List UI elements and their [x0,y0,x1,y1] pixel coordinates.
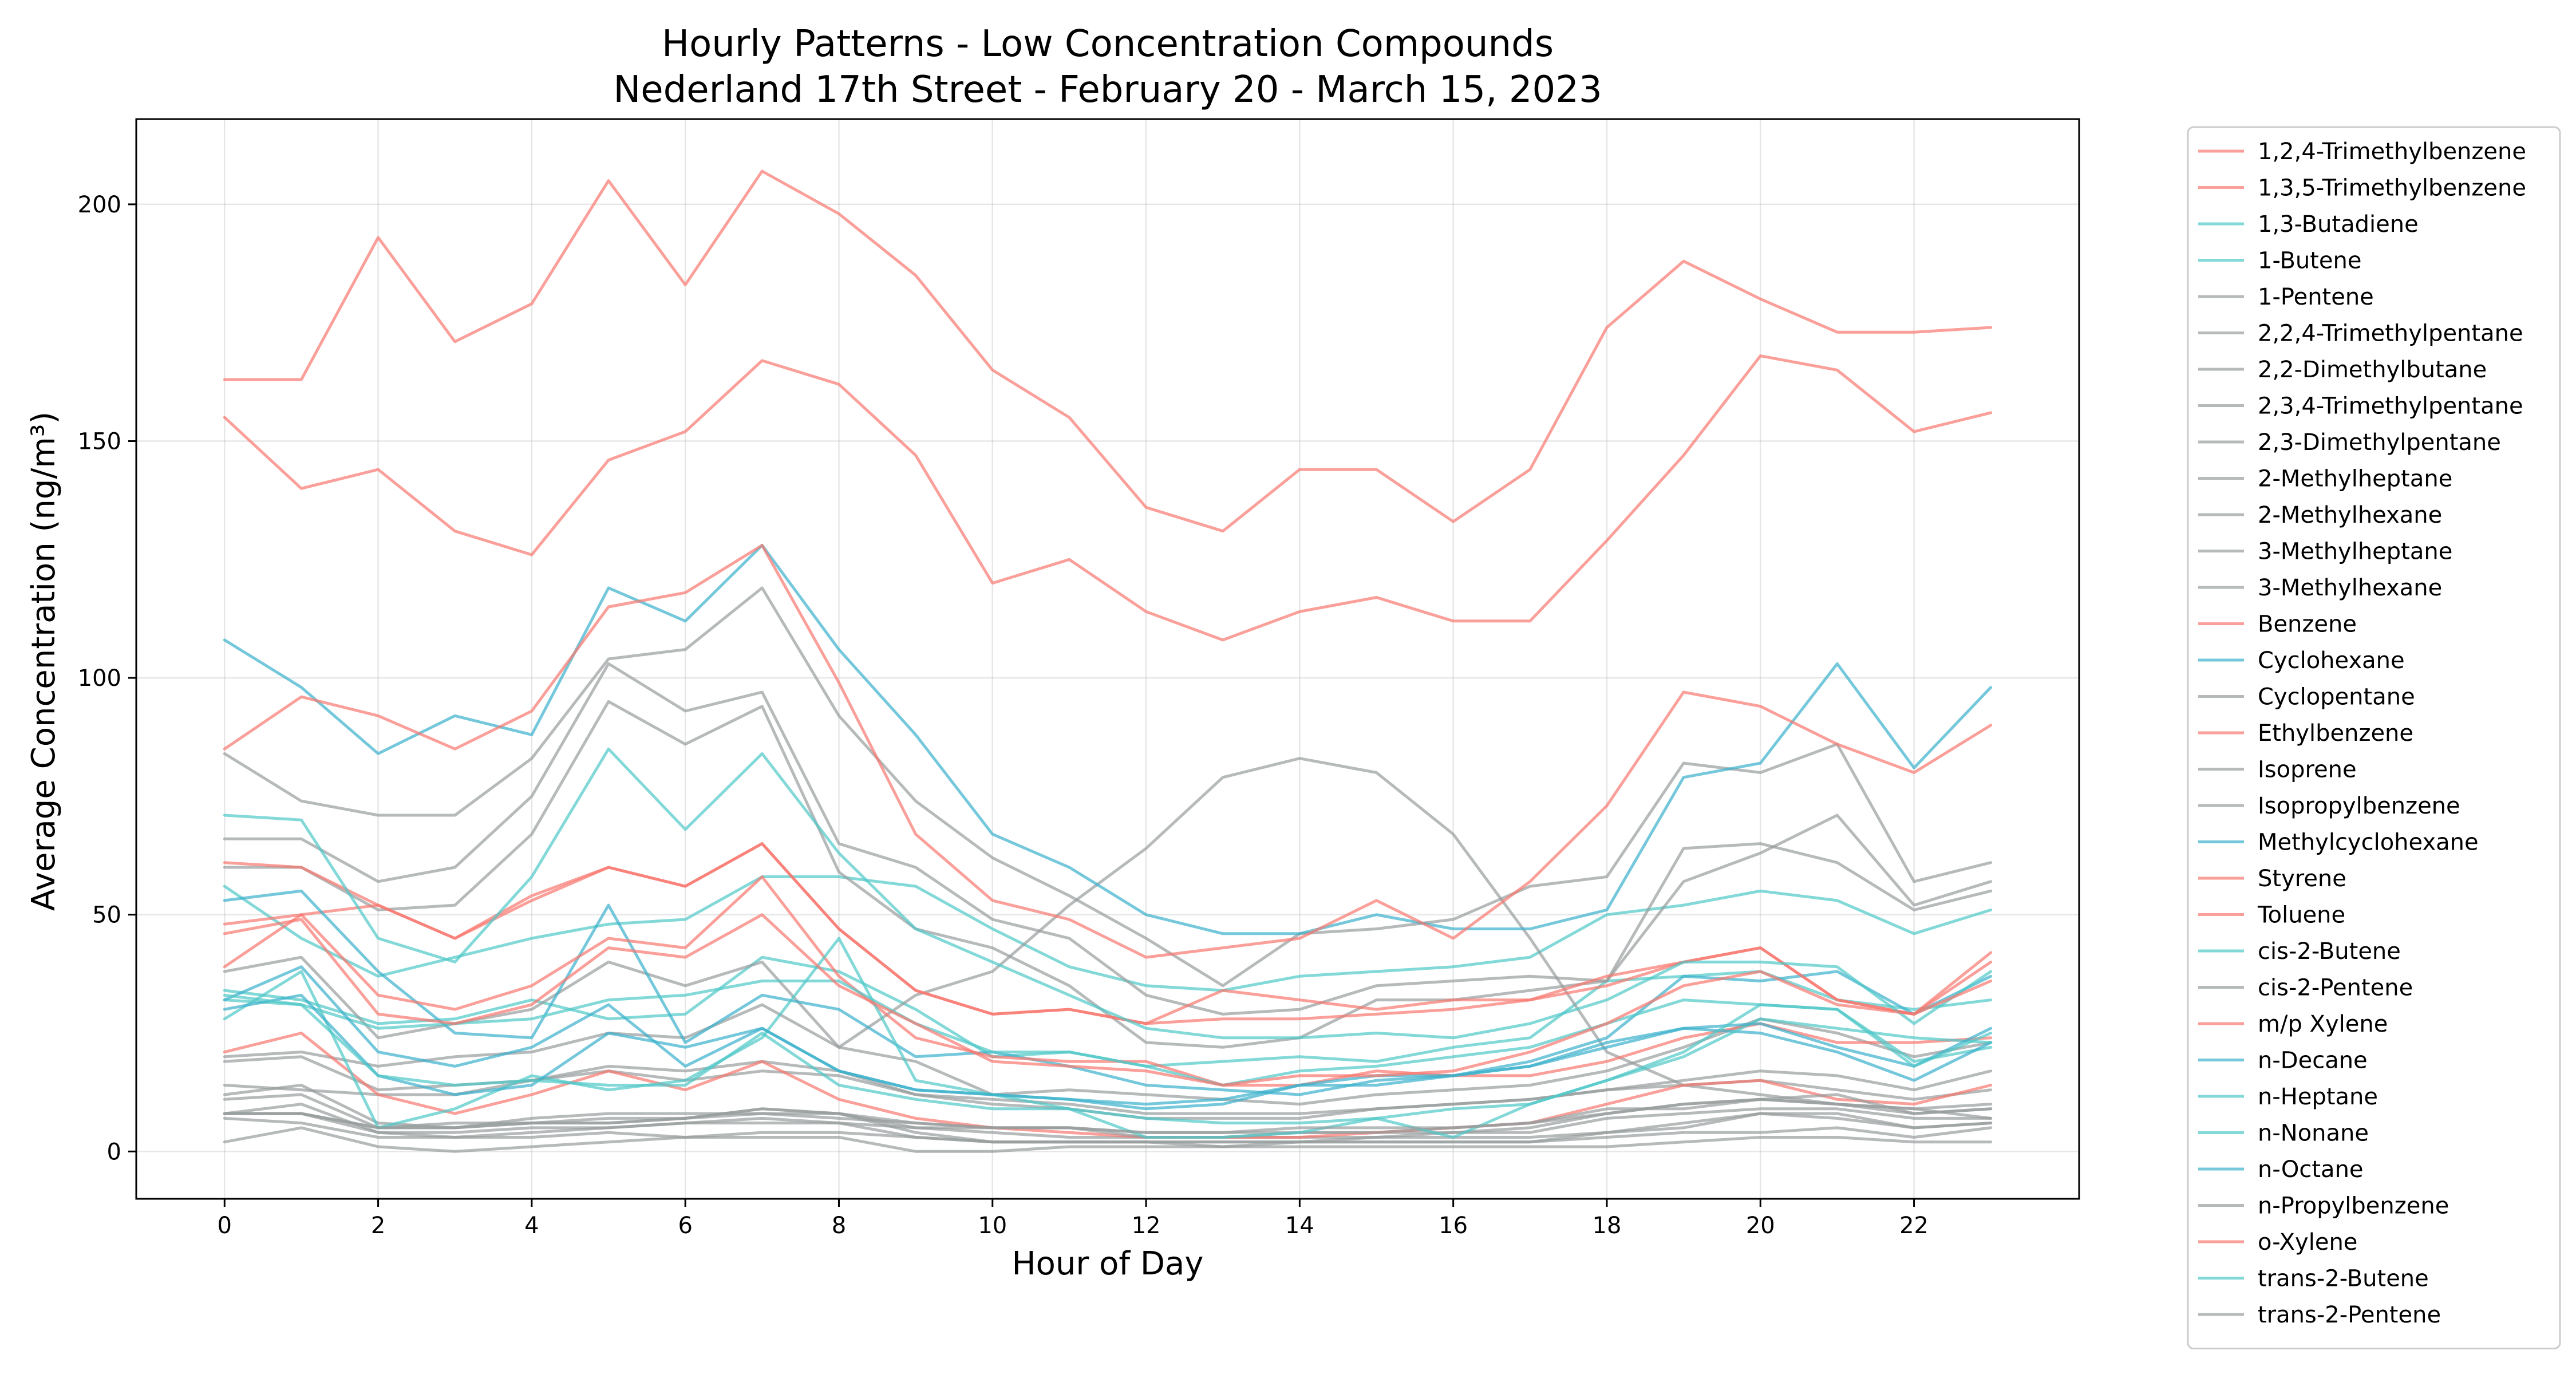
legend-label: Benzene [2258,611,2357,638]
series-line [223,354,1993,642]
legend-label: 1,2,4-Trimethylbenzene [2258,139,2526,165]
series-line [223,875,1993,1087]
x-tick-label: 4 [524,1213,539,1239]
series-line [223,965,1993,1106]
x-tick-label: 6 [678,1213,692,1239]
series-line [223,1032,1993,1139]
x-tick-label: 22 [1899,1213,1929,1239]
legend-label: 1,3-Butadiene [2258,211,2419,238]
legend-label: n-Nonane [2258,1120,2369,1147]
y-axis: 0 50 100 150 200 [78,192,136,1165]
legend-frame [2187,126,2561,1349]
series-line [223,993,1993,1125]
legend-label: 1-Butene [2258,248,2362,274]
legend-label: n-Octane [2258,1156,2364,1183]
legend-label: n-Propylbenzene [2258,1193,2449,1219]
series-line [223,913,1993,1087]
series-line [223,169,1993,533]
legend-label: 2-Methylheptane [2258,466,2452,492]
series-line [223,1103,1993,1139]
y-axis-label: Average Concentration (ng/m³) [25,412,62,911]
series-line [223,1112,1993,1148]
x-tick-label: 20 [1746,1213,1775,1239]
series-line [223,747,1993,1040]
legend-label: 2,3,4-Trimethylpentane [2258,393,2523,420]
plot-frame [135,118,2080,1200]
x-tick-label: 12 [1132,1213,1161,1239]
legend-label: Cyclohexane [2258,647,2405,674]
series-line [223,700,1993,1049]
legend-label: trans-2-Pentene [2258,1302,2441,1328]
chart-title-line-1: Hourly Patterns - Low Concentration Comp… [662,23,1554,65]
legend-label: 2-Methylhexane [2258,502,2442,528]
legend-label: 1-Pentene [2258,284,2374,310]
legend-label: Methylcyclohexane [2258,830,2479,856]
x-axis: 0 2 4 6 8 10 12 14 16 18 20 22 [218,1199,1929,1239]
series-lines [223,169,1993,1153]
legend-label: Isoprene [2258,757,2357,783]
series-line [223,1097,1993,1134]
series-line [223,757,1993,1120]
legend-label: Cyclopentane [2258,684,2415,710]
x-tick-label: 18 [1593,1213,1622,1239]
chart-title-line-2: Nederland 17th Street - February 20 - Ma… [613,69,1602,111]
legend-label: cis-2-Pentene [2258,975,2413,1001]
series-line [223,875,1993,992]
series-line [223,662,1993,1016]
legend-label: Ethylbenzene [2258,720,2413,747]
legend-label: cis-2-Butene [2258,938,2401,965]
legend-label: trans-2-Butene [2258,1266,2429,1292]
x-axis-label: Hour of Day [1012,1245,1203,1282]
y-tick-label: 100 [78,665,121,692]
legend-label: 1,3,5-Trimethylbenzene [2258,175,2526,202]
legend-label: 2,2-Dimethylbutane [2258,357,2487,383]
series-line [223,889,1993,1096]
series-line [223,842,1993,1025]
series-line [223,980,1993,1087]
x-tick-label: 2 [371,1213,385,1239]
legend-label: 2,3-Dimethylpentane [2258,429,2501,456]
series-line [223,1126,1993,1153]
legend-label: 2,2,4-Trimethylpentane [2258,321,2523,347]
x-tick-label: 16 [1439,1213,1468,1239]
legend-label: n-Decane [2258,1048,2368,1074]
y-tick-label: 150 [78,428,121,455]
x-tick-label: 8 [832,1213,846,1239]
y-tick-label: 50 [92,902,121,929]
series-line [223,586,1993,988]
x-tick-label: 0 [218,1213,232,1239]
series-line [223,544,1993,935]
legend-label: 3-Methylhexane [2258,575,2442,601]
legend-label: m/p Xylene [2258,1011,2388,1037]
legend-label: Isopropylbenzene [2258,793,2460,819]
series-line [223,544,1993,959]
legend: 1,2,4-Trimethylbenzene 1,3,5-Trimethylben… [2187,126,2561,1349]
y-tick-label: 0 [107,1139,121,1165]
y-tick-label: 200 [78,192,121,218]
legend-label: o-Xylene [2258,1229,2357,1255]
legend-label: 3-Methylheptane [2258,539,2452,565]
legend-label: Styrene [2258,866,2346,892]
x-tick-label: 10 [978,1213,1007,1239]
legend-label: Toluene [2257,902,2345,929]
x-tick-label: 14 [1285,1213,1314,1239]
legend-label: n-Heptane [2258,1084,2378,1110]
series-line [223,993,1993,1111]
